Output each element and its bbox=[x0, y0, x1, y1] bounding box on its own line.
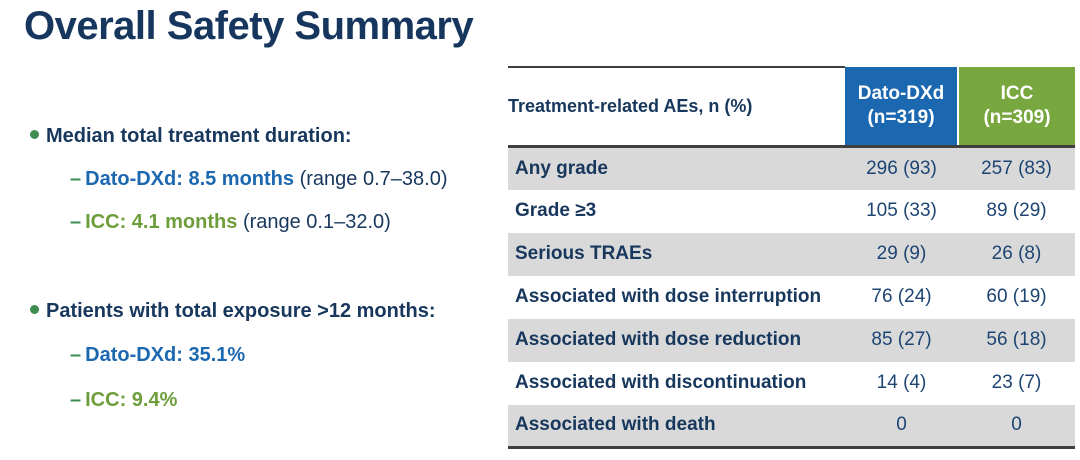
bullet-icon bbox=[30, 130, 39, 140]
row-label: Grade ≥3 bbox=[515, 200, 597, 221]
sub-bullet-range: (range 0.1–32.0) bbox=[242, 211, 391, 233]
column-name: Dato-DXd bbox=[857, 83, 945, 104]
sub-bullet-dato-exposure: – Dato-DXd: 35.1% bbox=[70, 344, 245, 367]
table-row: Serious TRAEs 29 (9) 26 (8) bbox=[508, 232, 1075, 276]
table-row: Associated with dose interruption 76 (24… bbox=[508, 275, 1075, 319]
table-row: Associated with death 0 0 bbox=[508, 404, 1075, 448]
sub-bullet-value: Dato-DXd: 35.1% bbox=[85, 344, 246, 366]
icc-value: 56 (18) bbox=[986, 329, 1047, 350]
row-label: Serious TRAEs bbox=[515, 243, 653, 264]
column-header-dato-dxd: Dato-DXd (n=319) bbox=[845, 67, 958, 147]
bullet-label: Median total treatment duration: bbox=[46, 125, 352, 147]
dato-value: 76 (24) bbox=[871, 286, 932, 307]
icc-value: 60 (19) bbox=[986, 286, 1047, 307]
dato-value: 296 (93) bbox=[866, 157, 937, 179]
sub-bullet-value: ICC: 9.4% bbox=[85, 389, 178, 411]
bullet-icon bbox=[30, 305, 39, 315]
dash-icon: – bbox=[70, 389, 82, 411]
bullet-item: Median total treatment duration: bbox=[30, 125, 352, 148]
table-row: Any grade 296 (93) 257 (83) bbox=[508, 146, 1075, 190]
column-n: (n=319) bbox=[867, 107, 935, 128]
bullet-label: Patients with total exposure >12 months: bbox=[46, 300, 436, 322]
icc-value: 0 bbox=[1011, 414, 1022, 436]
icc-value: 257 (83) bbox=[981, 157, 1052, 179]
sub-bullet-value: ICC: 4.1 months bbox=[85, 211, 238, 233]
table-row: Associated with discontinuation 14 (4) 2… bbox=[508, 361, 1075, 405]
table-header-label: Treatment-related AEs, n (%) bbox=[508, 66, 845, 147]
sub-bullet-icc-exposure: – ICC: 9.4% bbox=[70, 389, 177, 412]
column-n: (n=309) bbox=[983, 107, 1051, 128]
bullet-item: Patients with total exposure >12 months: bbox=[30, 300, 436, 323]
sub-bullet-range: (range 0.7–38.0) bbox=[299, 168, 448, 190]
dash-icon: – bbox=[70, 211, 82, 233]
dato-value: 14 (4) bbox=[876, 372, 927, 393]
page-title: Overall Safety Summary bbox=[24, 4, 474, 48]
icc-value: 89 (29) bbox=[986, 200, 1047, 221]
dato-value: 29 (9) bbox=[876, 243, 927, 264]
sub-bullet-value: Dato-DXd: 8.5 months bbox=[85, 168, 295, 190]
row-label: Associated with death bbox=[515, 414, 716, 436]
table-header-row: Treatment-related AEs, n (%) Dato-DXd (n… bbox=[508, 66, 1075, 147]
sub-bullet-dato-duration: – Dato-DXd: 8.5 months (range 0.7–38.0) bbox=[70, 168, 447, 191]
icc-value: 26 (8) bbox=[991, 243, 1042, 264]
dato-value: 0 bbox=[896, 414, 907, 436]
row-label: Associated with discontinuation bbox=[515, 372, 807, 393]
icc-value: 23 (7) bbox=[991, 372, 1042, 393]
row-label: Any grade bbox=[515, 157, 608, 179]
table-row: Associated with dose reduction 85 (27) 5… bbox=[508, 318, 1075, 362]
dash-icon: – bbox=[70, 168, 82, 190]
dato-value: 105 (33) bbox=[866, 200, 937, 221]
dash-icon: – bbox=[70, 344, 82, 366]
sub-bullet-icc-duration: – ICC: 4.1 months (range 0.1–32.0) bbox=[70, 211, 391, 234]
column-name: ICC bbox=[1000, 83, 1034, 104]
table-row: Grade ≥3 105 (33) 89 (29) bbox=[508, 189, 1075, 233]
aes-table: Treatment-related AEs, n (%) Dato-DXd (n… bbox=[508, 66, 1075, 449]
dato-value: 85 (27) bbox=[871, 329, 932, 350]
row-label: Associated with dose reduction bbox=[515, 329, 802, 350]
row-label: Associated with dose interruption bbox=[515, 286, 822, 307]
column-header-icc: ICC (n=309) bbox=[957, 67, 1075, 147]
